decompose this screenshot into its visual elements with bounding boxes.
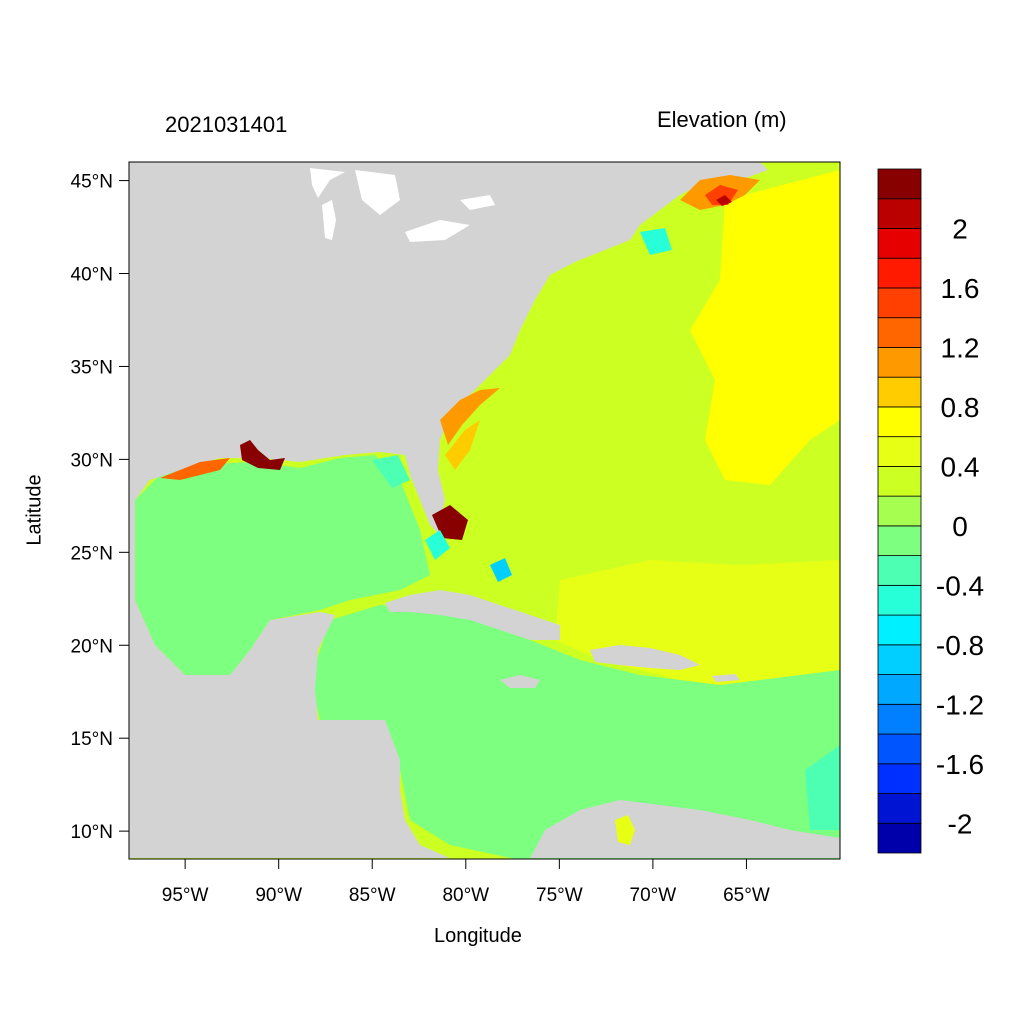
y-tick-label: 15°N <box>71 729 113 750</box>
colorbar-swatch <box>877 525 922 557</box>
colorbar-swatch <box>877 257 922 289</box>
colorbar-swatch <box>877 347 922 378</box>
x-tick-label: 80°W <box>442 885 489 906</box>
big-bend-low <box>372 455 410 488</box>
colorbar-swatch <box>877 228 922 259</box>
florida-strait-low <box>425 530 450 560</box>
south-america-land <box>530 800 840 858</box>
long-island-low <box>640 228 672 255</box>
colorbar-label: -0.4 <box>936 570 984 601</box>
jamaica-island <box>500 675 540 688</box>
colorbar-swatch <box>877 763 922 794</box>
central-america-land <box>129 545 450 858</box>
colorbar-swatch <box>877 555 922 586</box>
map-frame <box>128 161 841 860</box>
texas-coast-surge <box>160 458 230 480</box>
louisiana-coast-surge <box>240 440 285 470</box>
colorbar-swatch <box>877 584 922 616</box>
venezuela-low <box>805 745 840 830</box>
lake-erie <box>405 220 470 242</box>
colorbar-swatch <box>877 644 922 675</box>
colorbar-swatch <box>877 614 922 646</box>
colorbar-label: -0.8 <box>936 630 984 661</box>
colorbar-swatch <box>877 793 922 824</box>
colorbar-label: 1.2 <box>941 332 980 363</box>
variable-title: Elevation (m) <box>657 107 787 132</box>
north-america-land <box>129 162 768 545</box>
y-tick-label: 10°N <box>71 822 113 843</box>
y-tick-label: 30°N <box>71 450 113 471</box>
colorbar-label: 0 <box>952 511 968 542</box>
colorbar-label: -1.2 <box>936 689 984 720</box>
x-tick-label: 90°W <box>255 885 302 906</box>
lake-maracaibo-high <box>615 815 635 845</box>
x-axis-ticks: 95°W 90°W 85°W 80°W 75°W 70°W 65°W <box>162 859 770 906</box>
colorbar-swatch <box>877 436 922 467</box>
colorbar-swatch <box>877 465 922 497</box>
lake-superior <box>310 168 345 198</box>
caribbean-sea <box>310 605 840 859</box>
colorbar-label: 1.6 <box>941 273 980 304</box>
carolina-coast-surge <box>440 388 500 445</box>
colorbar-swatch <box>877 703 922 735</box>
colorbar-swatch <box>877 406 922 438</box>
hispaniola-island <box>590 645 700 670</box>
x-tick-label: 95°W <box>162 885 209 906</box>
colorbar-label: -1.6 <box>936 749 984 780</box>
colorbar-swatch <box>877 495 922 527</box>
colorbar-swatch <box>877 674 922 705</box>
colorbar-swatch <box>877 287 922 319</box>
y-tick-label: 25°N <box>71 543 113 564</box>
y-tick-label: 40°N <box>71 265 113 286</box>
colorbar-swatch <box>877 822 922 854</box>
x-tick-label: 85°W <box>349 885 396 906</box>
lake-michigan <box>322 200 336 240</box>
x-tick-label: 70°W <box>630 885 677 906</box>
colorbar-swatch <box>877 198 922 229</box>
map-panel <box>129 162 840 859</box>
y-tick-label: 45°N <box>71 172 113 193</box>
bay-of-fundy-peak <box>716 195 732 206</box>
y-tick-label: 35°N <box>71 357 113 378</box>
lake-ontario <box>460 195 495 210</box>
y-axis-ticks: 45°N 40°N 35°N 30°N 25°N 20°N 15°N 10°N <box>71 172 129 843</box>
colorbar-swatch <box>877 376 922 408</box>
colorbar-label: 2 <box>952 213 968 244</box>
cuba-island <box>385 590 560 640</box>
colorbar-label: 0.4 <box>941 451 980 482</box>
georgia-coast-surge <box>445 420 480 470</box>
x-tick-label: 75°W <box>536 885 583 906</box>
colorbar: -2 -1.6 -1.2 -0.8 -0.4 0 0.4 0.8 1.2 1.6 2 <box>877 168 984 854</box>
south-florida-peak <box>432 505 468 540</box>
y-tick-label: 20°N <box>71 636 113 657</box>
x-tick-label: 65°W <box>723 885 770 906</box>
x-axis-label: Longitude <box>434 925 522 947</box>
bahamas-low <box>490 558 512 582</box>
date-title: 2021031401 <box>165 112 288 137</box>
atlantic-high-zone <box>690 170 840 485</box>
puerto-rico-island <box>712 674 740 682</box>
lake-huron <box>355 170 400 215</box>
gulf-of-mexico <box>135 455 430 675</box>
colorbar-swatch <box>877 317 922 348</box>
colorbar-swatch <box>877 168 922 200</box>
colorbar-label: -2 <box>948 808 973 839</box>
colorbar-label: 0.8 <box>941 392 980 423</box>
colorbar-swatch <box>877 733 922 765</box>
